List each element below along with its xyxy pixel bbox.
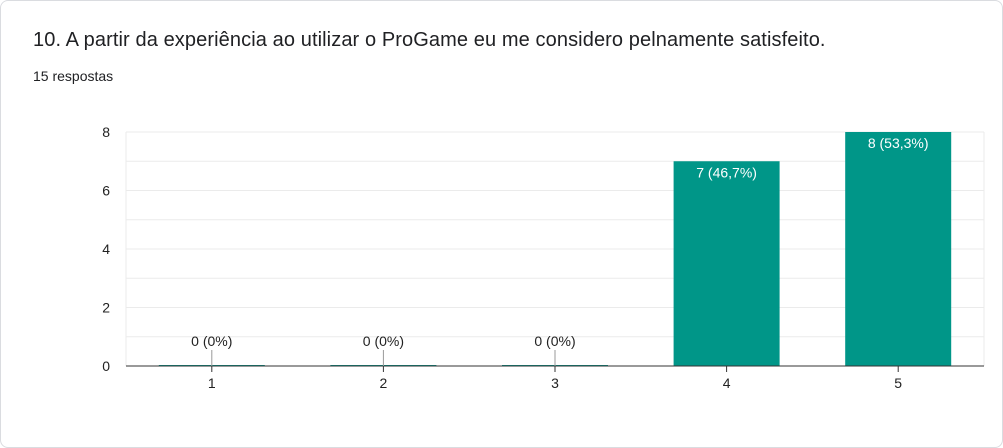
- x-tick-label: 2: [380, 375, 388, 391]
- bar: [845, 132, 952, 366]
- y-tick-label: 8: [102, 124, 110, 140]
- y-tick-label: 0: [102, 358, 110, 374]
- x-tick-label: 4: [723, 375, 731, 391]
- bar: [673, 161, 780, 366]
- x-tick-label: 3: [551, 375, 559, 391]
- x-tick-label: 1: [208, 375, 216, 391]
- y-tick-label: 4: [102, 241, 110, 257]
- y-tick-label: 2: [102, 300, 110, 316]
- grid-lines: [125, 131, 985, 366]
- x-tick-label: 5: [894, 375, 902, 391]
- data-label: 7 (46,7%): [696, 164, 757, 180]
- response-count: 15 respostas: [33, 68, 114, 84]
- data-labels: 0 (0%) 0 (0%) 0 (0%) 7 (46,7%) 8 (53,3%): [191, 135, 929, 366]
- data-label: 0 (0%): [534, 333, 575, 349]
- data-label: 0 (0%): [363, 333, 404, 349]
- y-tick-label: 6: [102, 183, 110, 199]
- data-label: 8 (53,3%): [868, 135, 929, 151]
- data-label: 0 (0%): [191, 333, 232, 349]
- question-title: 10. A partir da experiência ao utilizar …: [33, 29, 826, 51]
